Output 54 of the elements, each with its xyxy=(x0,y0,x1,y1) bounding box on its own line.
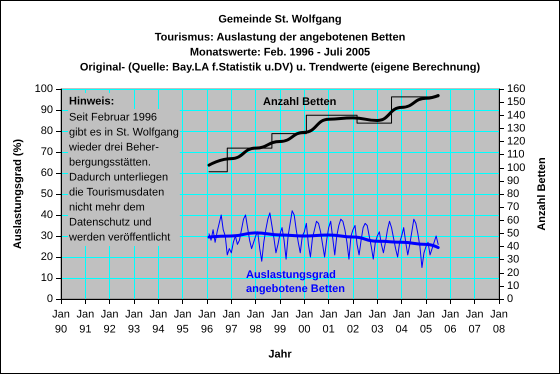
x-tick-label: Jan 97 xyxy=(222,308,240,336)
chart-subtitle: Tourismus: Auslastung der angebotenen Betten Monatswerte: Feb. 1996 - Juli 2005 Original- (Quelle: Bay.LA f.Statistik u.DV) u. Trendwerte (eigene Berechnung) xyxy=(80,32,480,74)
y-axis-title: Auslastungsgrad (%) xyxy=(12,138,24,250)
y2-tick-label: 40 xyxy=(507,240,520,252)
text: Seit Februar 1996 gibt es in St. Wolfgang wieder drei Beher- bergungsstätten. Dadurch unterliegen die Tourismusdaten nicht mehr dem Datenschutz und werden veröffentlicht xyxy=(69,112,179,244)
x-tick-label: Jan 93 xyxy=(125,308,143,336)
y2-tick-label: 130 xyxy=(507,122,526,134)
x-tick-label: Jan 05 xyxy=(417,308,435,336)
y2-tick-label: 70 xyxy=(507,201,520,214)
x-tick-label: Jan 02 xyxy=(344,308,362,336)
y2-tick-label: 90 xyxy=(507,174,520,187)
x-tick-label: Jan 07 xyxy=(466,308,484,336)
y2-tick-label: 110 xyxy=(507,148,525,161)
y2-tick-label: 30 xyxy=(507,254,520,266)
y-tick-label: 20 xyxy=(40,251,53,263)
x-tick-label: Jan 92 xyxy=(100,308,119,336)
y2-tick-label: 50 xyxy=(507,227,520,240)
y2-tick-label: 140 xyxy=(507,109,526,122)
y2-tick-label: 0 xyxy=(507,293,514,305)
y2-tick-label: 120 xyxy=(507,136,526,148)
y2-tick-label: 60 xyxy=(507,214,520,226)
y2-axis-title: Anzahl Betten xyxy=(536,157,548,231)
x-axis-title: Jahr xyxy=(268,348,292,360)
chart-title: Gemeinde St. Wolfgang xyxy=(218,14,342,26)
x-tick-label: Jan 00 xyxy=(295,308,314,336)
x-tick-label: Jan 98 xyxy=(246,308,265,336)
y-tick-label: 90 xyxy=(40,104,53,116)
y-tick-label: 30 xyxy=(40,230,53,242)
y-tick-label: 50 xyxy=(40,188,53,200)
y-tick-label: 10 xyxy=(40,272,53,284)
y2-tick-label: 100 xyxy=(507,162,526,174)
x-tick-label: Jan 04 xyxy=(392,308,411,336)
y2-tick-label: 150 xyxy=(507,96,526,108)
x-tick-label: Jan 99 xyxy=(271,308,289,336)
y2-tick-label: 20 xyxy=(507,266,520,279)
x-tick-label: Jan 01 xyxy=(320,308,338,336)
y-tick-label: 80 xyxy=(40,125,53,137)
x-tick-label: Jan 91 xyxy=(76,308,94,336)
y2-tick-label: 10 xyxy=(507,280,520,292)
y-tick-label: 70 xyxy=(40,146,53,158)
x-tick-label: Jan 96 xyxy=(198,308,216,336)
x-tick-label: Jan 03 xyxy=(368,308,386,336)
x-tick-label: Jan 08 xyxy=(490,308,508,336)
y-tick-label: 60 xyxy=(40,167,53,179)
x-tick-label: Jan 90 xyxy=(52,308,70,336)
x-tick-label: Jan 06 xyxy=(441,308,460,336)
y-tick-label: 100 xyxy=(34,83,53,95)
x-tick-label: Jan 95 xyxy=(174,308,192,336)
y2-tick-label: 80 xyxy=(507,188,520,200)
y-tick-label: 40 xyxy=(40,209,53,221)
y2-tick-label: 160 xyxy=(507,83,526,95)
x-tick-label: Jan 94 xyxy=(149,308,168,336)
y-tick-label: 0 xyxy=(46,293,53,305)
annotation: Hinweis: xyxy=(69,96,114,108)
